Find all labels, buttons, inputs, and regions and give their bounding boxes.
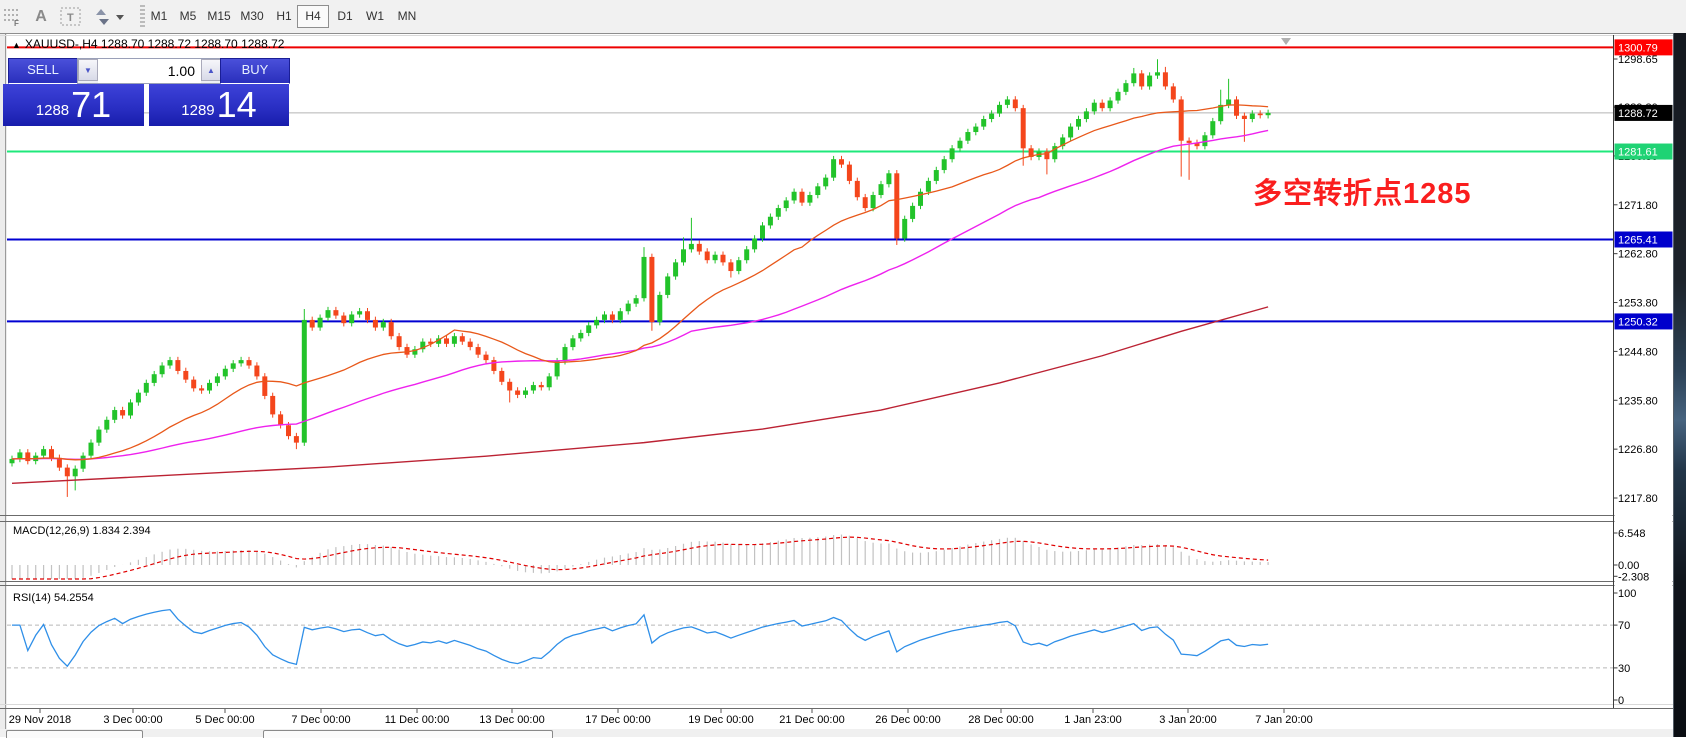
rsi-scale-label: 70 bbox=[1618, 620, 1630, 632]
tab-timeframe-m30[interactable]: M30 bbox=[240, 9, 264, 23]
buy-button[interactable]: BUY bbox=[220, 58, 290, 84]
price-tick-label: 1298.65 bbox=[1618, 54, 1658, 66]
tab-timeframe-mn[interactable]: MN bbox=[397, 9, 417, 23]
rsi-line bbox=[12, 608, 1269, 668]
rsi-label: RSI(14) 54.2554 bbox=[13, 592, 94, 604]
chart-tab[interactable] bbox=[6, 730, 143, 738]
order-panel-top-row: SELL ▼ ▲ BUY bbox=[3, 57, 290, 84]
price-badge-label: 1288.72 bbox=[1618, 108, 1658, 120]
time-axis-label: 26 Dec 00:00 bbox=[875, 714, 940, 726]
toolbar: F A T M1 M5 M15 M30 H1 H4 D1 W1 MN bbox=[0, 0, 1686, 34]
price-badge-label: 1281.61 bbox=[1618, 147, 1658, 159]
tab-timeframe-m15[interactable]: M15 bbox=[207, 9, 231, 23]
sell-button[interactable]: SELL bbox=[8, 58, 78, 84]
macd-scale-label: 0.00 bbox=[1618, 560, 1639, 572]
time-axis-label: 7 Dec 00:00 bbox=[291, 714, 350, 726]
volume-control: ▼ ▲ bbox=[77, 58, 222, 84]
price-badge bbox=[1614, 39, 1673, 56]
one-click-trading-panel: SELL ▼ ▲ BUY 1288 71 1289 14 bbox=[3, 57, 290, 126]
time-axis-label: 11 Dec 00:00 bbox=[385, 714, 450, 726]
text-tool-icon[interactable]: A bbox=[35, 7, 47, 25]
tab-timeframe-h1[interactable]: H1 bbox=[276, 9, 292, 23]
price-badge bbox=[1614, 231, 1673, 248]
ma-fast-line bbox=[11, 104, 1269, 461]
macd-scale-label: -2.308 bbox=[1618, 571, 1649, 583]
time-axis-label: 1 Jan 23:00 bbox=[1064, 714, 1122, 726]
price-tick-label: 1271.80 bbox=[1618, 200, 1658, 212]
price-badge-label: 1250.32 bbox=[1618, 316, 1658, 328]
tab-timeframe-h4[interactable]: H4 bbox=[297, 5, 329, 28]
time-axis-label: 17 Dec 00:00 bbox=[585, 714, 650, 726]
time-axis-label: 3 Jan 20:00 bbox=[1159, 714, 1217, 726]
rsi-scale-label: 100 bbox=[1618, 588, 1636, 600]
price-tick-label: 1235.80 bbox=[1618, 395, 1658, 407]
symbol-marker-icon: ▲ bbox=[12, 40, 21, 50]
volume-input[interactable] bbox=[98, 59, 201, 83]
svg-text:T: T bbox=[67, 12, 74, 24]
macd-label: MACD(12,26,9) 1.834 2.394 bbox=[13, 525, 151, 537]
price-badge bbox=[1614, 313, 1673, 330]
macd-signal-line bbox=[12, 536, 1269, 580]
volume-increase-button[interactable]: ▲ bbox=[201, 59, 221, 81]
price-badge bbox=[1614, 143, 1673, 160]
tab-timeframe-w1[interactable]: W1 bbox=[366, 9, 384, 23]
time-axis-label: 21 Dec 00:00 bbox=[779, 714, 844, 726]
ask-price-display[interactable]: 1289 14 bbox=[149, 84, 289, 126]
price-tick-label: 1217.80 bbox=[1618, 493, 1658, 505]
tab-timeframe-m1[interactable]: M1 bbox=[150, 9, 168, 23]
chart-title: ▲ XAUUSD-,H4 1288.70 1288.72 1288.70 1288… bbox=[12, 37, 284, 51]
price-badge-label: 1300.79 bbox=[1618, 42, 1658, 54]
price-tick-label: 1253.80 bbox=[1618, 298, 1658, 310]
time-axis-label: 7 Jan 20:00 bbox=[1255, 714, 1313, 726]
chart-tab[interactable] bbox=[263, 730, 553, 738]
time-axis-label: 29 Nov 2018 bbox=[9, 714, 71, 726]
chart-text-annotation[interactable]: 多空转折点1285 bbox=[1253, 178, 1472, 210]
bid-price-pips: 71 bbox=[71, 84, 112, 125]
rsi-scale-label: 30 bbox=[1618, 663, 1630, 675]
volume-decrease-button[interactable]: ▼ bbox=[78, 59, 98, 81]
ask-price-pips: 14 bbox=[216, 84, 257, 125]
tab-timeframe-d1[interactable]: D1 bbox=[337, 9, 353, 23]
chart-tabs-bar bbox=[0, 729, 1686, 738]
toolbar-grip[interactable] bbox=[140, 5, 145, 28]
price-tick-label: 1226.80 bbox=[1618, 444, 1658, 456]
macd-scale-label: 6.548 bbox=[1618, 528, 1646, 540]
rsi-scale-label: 0 bbox=[1618, 695, 1624, 707]
symbol-ohlc-text: XAUUSD-,H4 1288.70 1288.72 1288.70 1288.… bbox=[24, 37, 285, 51]
time-axis-label: 28 Dec 00:00 bbox=[968, 714, 1033, 726]
ask-price-main: 1289 bbox=[181, 101, 215, 119]
ma-mid-line bbox=[11, 129, 1269, 460]
price-tick-label: 1262.80 bbox=[1618, 249, 1658, 261]
time-axis-label: 13 Dec 00:00 bbox=[479, 714, 544, 726]
bid-price-display[interactable]: 1288 71 bbox=[3, 84, 144, 126]
macd-histogram bbox=[11, 534, 1269, 579]
svg-text:F: F bbox=[14, 19, 19, 27]
price-axis[interactable]: 1298.651289.801280.801271.801262.801253.… bbox=[1613, 39, 1673, 707]
price-badge-label: 1265.41 bbox=[1618, 234, 1658, 246]
time-axis[interactable]: 29 Nov 2018 3 Dec 00:00 5 Dec 00:00 7 Dec 0… bbox=[9, 709, 1313, 726]
candlesticks bbox=[9, 59, 1271, 497]
price-badge bbox=[1614, 104, 1673, 121]
price-tick-label: 1244.80 bbox=[1618, 346, 1658, 358]
tab-timeframe-m5[interactable]: M5 bbox=[179, 9, 197, 23]
time-axis-label: 3 Dec 00:00 bbox=[103, 714, 162, 726]
chart-shift-marker-icon bbox=[1281, 38, 1291, 45]
ma-slow-line bbox=[11, 306, 1269, 485]
window-right-edge bbox=[1673, 33, 1686, 737]
time-axis-label: 19 Dec 00:00 bbox=[688, 714, 753, 726]
time-axis-label: 5 Dec 00:00 bbox=[195, 714, 254, 726]
bid-price-main: 1288 bbox=[35, 101, 70, 119]
horizontal-line-objects[interactable] bbox=[7, 46, 1614, 323]
